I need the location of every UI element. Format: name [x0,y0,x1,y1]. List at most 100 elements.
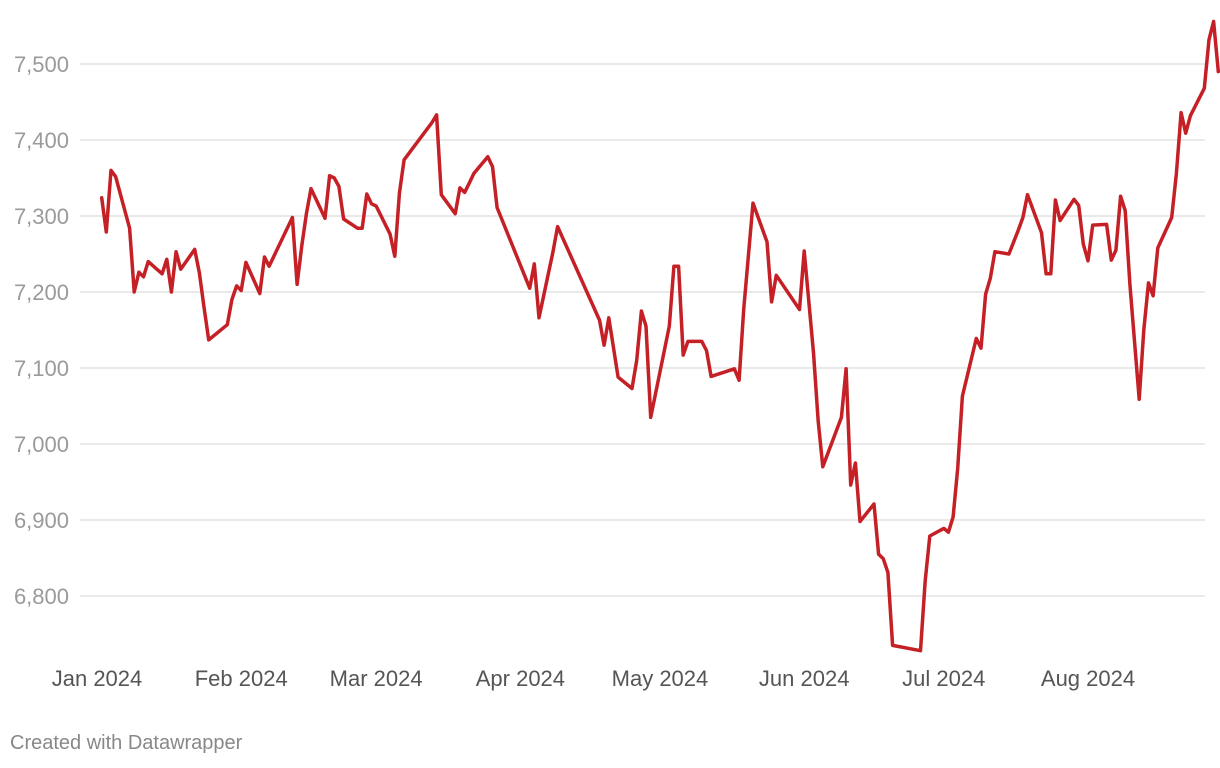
data-point[interactable] [1141,327,1147,333]
data-point[interactable] [485,154,491,160]
data-point[interactable] [99,195,105,201]
data-point[interactable] [201,304,207,310]
data-point[interactable] [113,174,119,180]
data-point[interactable] [494,205,500,211]
data-point[interactable] [1146,280,1152,286]
data-point[interactable] [1052,197,1058,203]
data-point[interactable] [1178,110,1184,116]
data-point[interactable] [741,307,747,313]
data-point[interactable] [392,253,398,259]
data-point[interactable] [890,642,896,648]
data-point[interactable] [941,525,947,531]
data-point[interactable] [164,256,170,262]
data-point[interactable] [103,229,109,235]
data-point[interactable] [922,578,928,584]
data-point[interactable] [597,317,603,323]
data-point[interactable] [1071,196,1077,202]
data-point[interactable] [257,291,263,297]
data-point[interactable] [978,345,984,351]
data-point[interactable] [303,211,309,217]
data-point[interactable] [536,315,542,321]
data-point[interactable] [699,338,705,344]
data-point[interactable] [634,357,640,363]
data-point[interactable] [1057,218,1063,224]
data-point[interactable] [387,231,393,237]
data-point[interactable] [843,366,849,372]
data-point[interactable] [173,249,179,255]
data-point[interactable] [880,556,886,562]
data-point[interactable] [801,248,807,254]
data-point[interactable] [531,261,537,267]
data-point[interactable] [294,281,300,287]
data-point[interactable] [704,348,710,354]
data-point[interactable] [680,352,686,358]
data-point[interactable] [1150,293,1156,299]
data-point[interactable] [629,386,635,392]
data-point[interactable] [266,263,272,269]
data-point[interactable] [708,373,714,379]
data-point[interactable] [457,185,463,191]
data-point[interactable] [1113,247,1119,253]
data-point[interactable] [950,514,956,520]
data-point[interactable] [127,225,133,231]
data-point[interactable] [434,112,440,118]
data-point[interactable] [550,249,556,255]
data-point[interactable] [136,269,142,275]
data-point[interactable] [848,482,854,488]
data-point[interactable] [615,374,621,380]
data-point[interactable] [643,323,649,329]
data-point[interactable] [238,288,244,294]
data-point[interactable] [1039,230,1045,236]
data-point[interactable] [1136,396,1142,402]
data-point[interactable] [168,289,174,295]
data-point[interactable] [262,254,268,260]
data-point[interactable] [1076,202,1082,208]
data-point[interactable] [452,211,458,217]
data-point[interactable] [992,249,998,255]
data-point[interactable] [341,216,347,222]
data-point[interactable] [1015,227,1021,233]
data-point[interactable] [676,263,682,269]
data-point[interactable] [606,315,612,321]
data-point[interactable] [1215,69,1220,75]
data-point[interactable] [243,259,249,265]
data-point[interactable] [192,246,198,252]
data-point[interactable] [1169,215,1175,221]
data-point[interactable] [159,271,165,277]
data-point[interactable] [983,291,989,297]
data-point[interactable] [1155,245,1161,251]
data-point[interactable] [141,274,147,280]
data-point[interactable] [1020,215,1026,221]
data-point[interactable] [797,307,803,313]
data-point[interactable] [1090,222,1096,228]
data-point[interactable] [299,243,305,249]
data-point[interactable] [1118,193,1124,199]
data-point[interactable] [178,266,184,272]
data-point[interactable] [1080,241,1086,247]
data-point[interactable] [811,350,817,356]
data-point[interactable] [289,215,295,221]
data-point[interactable] [1104,221,1110,227]
data-point[interactable] [1025,192,1031,198]
data-point[interactable] [871,501,877,507]
data-point[interactable] [638,308,644,314]
data-point[interactable] [750,200,756,206]
data-point[interactable] [918,648,924,654]
data-point[interactable] [108,167,114,173]
data-point[interactable] [885,569,891,575]
data-point[interactable] [1187,113,1193,119]
data-point[interactable] [131,289,137,295]
data-point[interactable] [145,259,151,265]
data-point[interactable] [229,297,235,303]
datawrapper-credit[interactable]: Created with Datawrapper [10,732,243,754]
data-point[interactable] [429,120,435,126]
data-point[interactable] [838,414,844,420]
data-point[interactable] [462,189,468,195]
data-point[interactable] [666,323,672,329]
data-point[interactable] [527,285,533,291]
data-point[interactable] [331,175,337,181]
data-point[interactable] [736,377,742,383]
data-point[interactable] [364,191,370,197]
data-point[interactable] [555,224,561,230]
data-point[interactable] [396,190,402,196]
